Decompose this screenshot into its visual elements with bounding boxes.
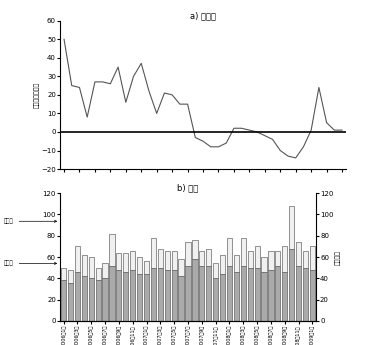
Bar: [158, 248, 163, 268]
Bar: [103, 264, 108, 278]
Bar: [137, 257, 142, 274]
Bar: [185, 242, 191, 266]
Bar: [61, 268, 66, 280]
Bar: [220, 274, 225, 321]
Bar: [220, 255, 225, 274]
Bar: [171, 250, 177, 270]
Bar: [130, 270, 135, 321]
Bar: [130, 250, 135, 270]
Bar: [75, 272, 80, 321]
Bar: [234, 272, 239, 321]
Bar: [192, 240, 197, 259]
Y-axis label: （万台）: （万台）: [335, 249, 341, 265]
Bar: [123, 253, 128, 272]
Bar: [96, 268, 101, 280]
Bar: [82, 255, 87, 276]
Bar: [199, 250, 205, 266]
Bar: [165, 270, 170, 321]
Bar: [96, 280, 101, 321]
Bar: [213, 264, 218, 278]
Bar: [61, 280, 66, 321]
Bar: [89, 257, 94, 278]
Bar: [289, 248, 294, 321]
Bar: [123, 272, 128, 321]
Bar: [241, 238, 246, 266]
Y-axis label: （前年比，％）: （前年比，％）: [34, 82, 40, 108]
Bar: [261, 257, 267, 272]
Title: b) 台数: b) 台数: [177, 184, 199, 193]
Bar: [116, 253, 121, 270]
Bar: [261, 272, 267, 321]
Bar: [158, 268, 163, 321]
Bar: [137, 274, 142, 321]
Bar: [303, 268, 308, 321]
Bar: [179, 259, 184, 276]
Bar: [89, 278, 94, 321]
Bar: [227, 266, 232, 321]
Bar: [144, 261, 149, 274]
Bar: [151, 268, 156, 321]
Bar: [199, 266, 205, 321]
Bar: [289, 206, 294, 248]
Bar: [151, 238, 156, 268]
Bar: [248, 268, 253, 321]
Bar: [103, 278, 108, 321]
Title: a) 伸び率: a) 伸び率: [190, 11, 216, 20]
Bar: [227, 238, 232, 266]
Bar: [206, 248, 211, 266]
Bar: [248, 250, 253, 268]
Bar: [296, 266, 301, 321]
Bar: [75, 246, 80, 272]
Bar: [116, 270, 121, 321]
Bar: [268, 250, 273, 270]
Text: 乗用車: 乗用車: [4, 260, 57, 266]
Bar: [165, 250, 170, 270]
Bar: [255, 246, 260, 268]
Bar: [185, 266, 191, 321]
Bar: [296, 242, 301, 266]
Bar: [268, 270, 273, 321]
Bar: [310, 270, 315, 321]
Text: その他: その他: [4, 218, 57, 224]
Bar: [213, 278, 218, 321]
Bar: [282, 272, 287, 321]
Bar: [179, 276, 184, 321]
Bar: [275, 266, 280, 321]
Bar: [68, 270, 73, 283]
Bar: [192, 259, 197, 321]
Bar: [144, 274, 149, 321]
Bar: [171, 270, 177, 321]
Bar: [82, 276, 87, 321]
Bar: [109, 234, 115, 266]
Bar: [109, 266, 115, 321]
Bar: [303, 250, 308, 268]
Bar: [310, 246, 315, 270]
Bar: [234, 255, 239, 272]
Bar: [241, 266, 246, 321]
Bar: [255, 268, 260, 321]
Bar: [282, 246, 287, 272]
Bar: [68, 283, 73, 321]
Bar: [275, 250, 280, 266]
Bar: [206, 266, 211, 321]
